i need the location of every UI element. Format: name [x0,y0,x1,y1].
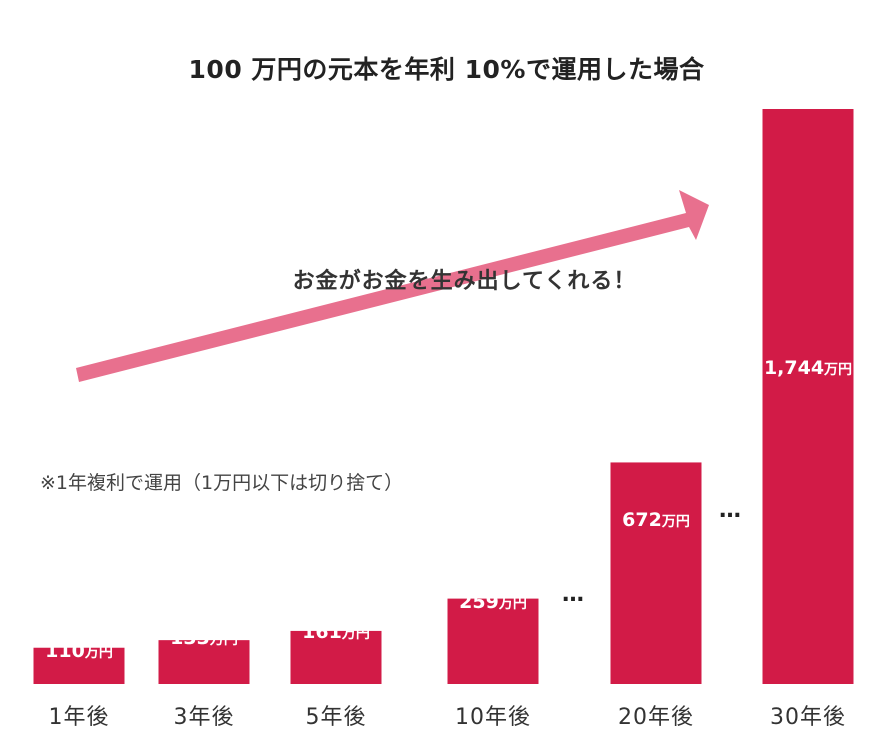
bar-1年後 [33,647,125,684]
x-tick-label: 1年後 [49,705,110,730]
bar-10年後 [447,598,539,684]
bar-value-label: 1,744万円 [764,357,852,379]
bar-3年後 [158,640,250,684]
chart-title: 100 万円の元本を年利 10%で運用した場合 [188,55,705,84]
x-tick-labels-layer: 1年後 3年後 5年後 10年後 20年後 30年後 [49,705,846,730]
bar-value-label: 110万円 [45,640,113,662]
x-tick-label: 5年後 [306,705,367,730]
ellipsis-marker: … [719,498,742,523]
bar-value-label: 259万円 [459,591,527,613]
x-tick-label: 3年後 [174,705,235,730]
bar-value-label: 133万円 [170,627,238,649]
bar-30年後 [762,109,854,684]
bar-20年後 [610,462,702,684]
x-tick-label: 10年後 [455,705,531,730]
x-tick-label: 30年後 [770,705,846,730]
growth-annotation: お金がお金を生み出してくれる！ [292,269,637,294]
ellipsis-marker: … [562,582,585,607]
footnote: ※1年複利で運用（1万円以下は切り捨て） [40,472,404,494]
value-labels-layer: 110万円 133万円 161万円 259万円 672万円 1,744万円 [45,357,852,662]
bar-value-label: 672万円 [622,509,690,531]
bar-5年後 [290,630,382,684]
x-tick-label: 20年後 [618,705,694,730]
bars-layer [33,109,854,684]
bar-value-label: 161万円 [302,621,370,643]
growth-arrow-icon [76,190,709,382]
